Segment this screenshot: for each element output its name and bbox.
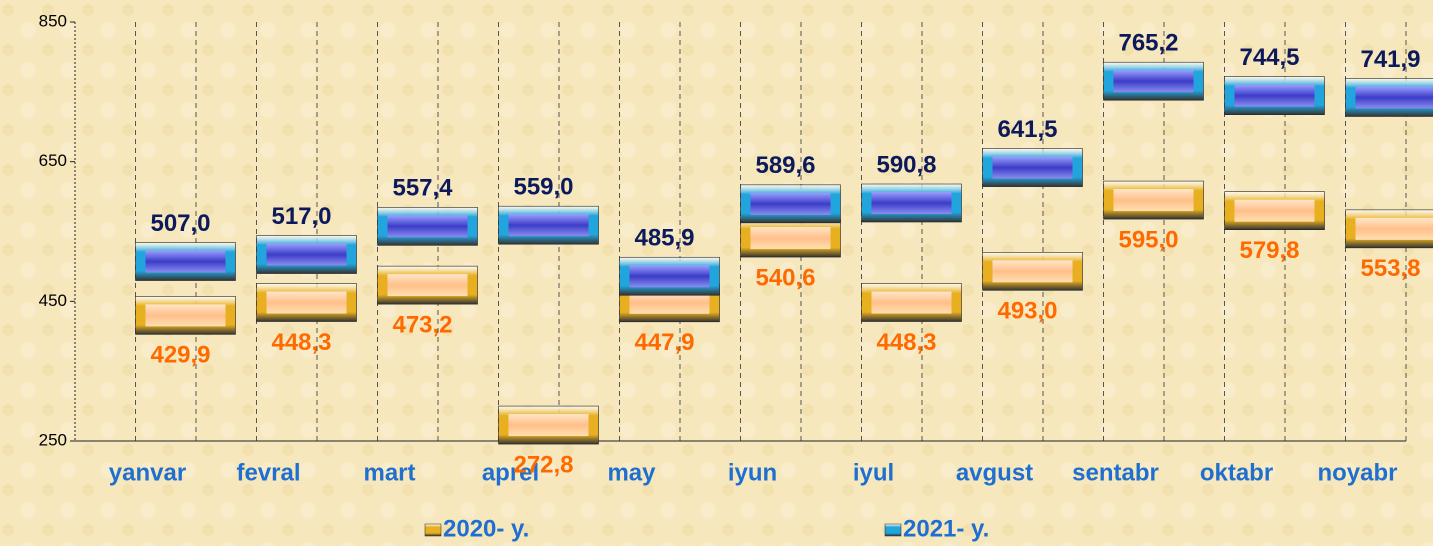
x-tick-label: may [607, 459, 656, 486]
x-tick-label: mart [363, 459, 415, 486]
marker [861, 283, 962, 322]
data-label: 447,9 [634, 329, 694, 356]
marker [377, 207, 478, 246]
marker [1103, 61, 1204, 101]
marker [498, 405, 599, 445]
y-tick-label: 450 [39, 291, 67, 310]
marker [377, 265, 478, 305]
y-tick-label: 850 [39, 11, 67, 30]
marker [1345, 78, 1433, 117]
x-tick-label: yanvar [109, 459, 186, 486]
marker [498, 205, 599, 245]
marker [740, 184, 841, 224]
x-tick-label: noyabr [1317, 459, 1397, 486]
data-label: 641,5 [997, 116, 1057, 143]
marker [982, 148, 1083, 187]
data-label: 589,6 [755, 152, 815, 179]
x-tick-label: fevral [236, 459, 300, 486]
data-label: 559,0 [513, 174, 573, 201]
data-label: 272,8 [513, 451, 573, 478]
data-label: 517,0 [271, 203, 331, 230]
legend-label: 2021- y. [903, 515, 989, 542]
marker [256, 283, 357, 322]
data-label: 741,9 [1360, 46, 1420, 73]
data-label: 557,4 [392, 175, 453, 202]
marker [1224, 76, 1325, 115]
data-label: 448,3 [876, 329, 936, 356]
marker [1224, 191, 1325, 230]
marker [135, 242, 236, 281]
data-label: 765,2 [1118, 30, 1178, 57]
x-tick-label: iyul [853, 459, 894, 486]
data-label: 540,6 [755, 264, 815, 291]
data-label: 429,9 [150, 342, 210, 369]
marker [740, 218, 841, 258]
x-tick-label: oktabr [1200, 459, 1273, 486]
marker [256, 235, 357, 274]
data-label: 473,2 [392, 311, 452, 338]
x-tick-label: avgust [956, 459, 1033, 486]
legend-swatch [884, 523, 902, 537]
data-label: 553,8 [1360, 255, 1420, 282]
x-tick-label: aprel [482, 459, 539, 486]
marker [982, 252, 1083, 291]
data-label: 590,8 [876, 151, 936, 178]
legend-swatch [424, 523, 442, 537]
y-tick-label: 650 [39, 151, 67, 170]
marker [135, 296, 236, 335]
data-label: 744,5 [1239, 44, 1299, 71]
marker [1103, 180, 1204, 220]
legend-label: 2020- y. [443, 515, 529, 542]
marker [861, 183, 962, 223]
data-label: 595,0 [1118, 226, 1178, 253]
x-tick-label: sentabr [1072, 459, 1159, 486]
data-label: 448,3 [271, 329, 331, 356]
data-label: 507,0 [150, 210, 210, 237]
marker [1345, 209, 1433, 249]
data-label: 579,8 [1239, 237, 1299, 264]
y-tick-label: 250 [39, 430, 67, 449]
x-tick-label: iyun [728, 459, 777, 486]
marker [619, 256, 720, 296]
data-label: 485,9 [634, 225, 694, 252]
data-label: 493,0 [997, 298, 1057, 325]
